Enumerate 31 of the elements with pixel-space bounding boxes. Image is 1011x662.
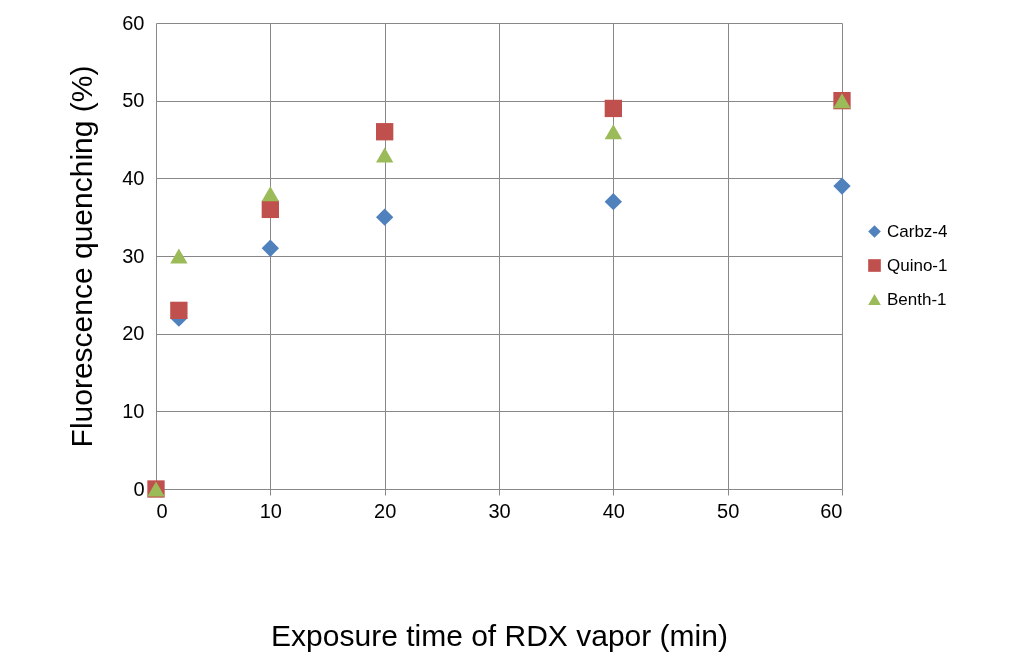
legend-label: Quino-1 <box>887 255 948 275</box>
point <box>261 186 279 202</box>
legend-label: Benth-1 <box>887 289 947 309</box>
point <box>170 301 188 320</box>
y-tick-label: 10 <box>122 399 145 422</box>
x-axis-title: Exposure time of RDX vapor (min) <box>271 618 728 652</box>
point <box>261 239 279 257</box>
x-tick-label: 30 <box>488 499 511 522</box>
y-tick-label: 40 <box>122 166 145 189</box>
point <box>604 99 622 118</box>
x-tick-label: 20 <box>374 499 397 522</box>
y-tick-label: 50 <box>122 89 145 112</box>
point <box>376 208 394 226</box>
y-tick-label: 60 <box>122 11 145 34</box>
point <box>170 248 188 264</box>
point <box>604 192 622 211</box>
y-axis-title: Fluorescence quenching (%) <box>65 65 99 448</box>
legend-label: Carbz-4 <box>887 221 948 241</box>
x-tick-label: 50 <box>717 499 740 522</box>
point <box>604 124 622 140</box>
x-tick-label: 10 <box>259 499 282 522</box>
point <box>376 147 394 163</box>
x-tick-label: 60 <box>820 499 843 522</box>
y-tick-label: 20 <box>122 322 145 345</box>
point <box>261 200 279 219</box>
point <box>376 123 394 141</box>
y-tick-label: 0 <box>133 477 145 500</box>
point <box>833 177 851 195</box>
x-tick-label: 0 <box>156 499 168 522</box>
y-tick-label: 30 <box>122 244 145 267</box>
x-tick-label: 40 <box>602 499 625 522</box>
